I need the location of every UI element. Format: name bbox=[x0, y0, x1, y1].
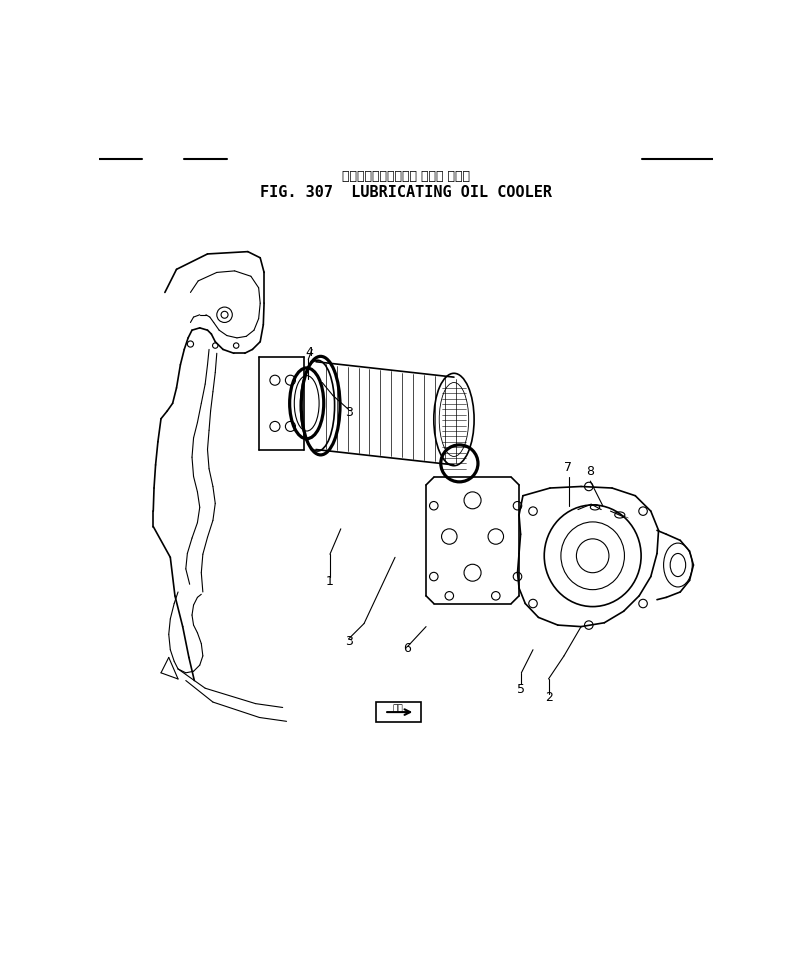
Text: 6: 6 bbox=[403, 642, 411, 656]
Text: 8: 8 bbox=[586, 465, 594, 478]
Text: 5: 5 bbox=[517, 683, 526, 695]
Text: ルーブリケーティング オイル クーラ: ルーブリケーティング オイル クーラ bbox=[342, 170, 470, 183]
FancyBboxPatch shape bbox=[375, 702, 421, 722]
Text: 2: 2 bbox=[545, 691, 553, 703]
Text: FIG. 307  LUBRICATING OIL COOLER: FIG. 307 LUBRICATING OIL COOLER bbox=[260, 185, 552, 200]
Text: 1: 1 bbox=[326, 575, 334, 588]
Text: 3: 3 bbox=[345, 635, 353, 648]
Text: 7: 7 bbox=[564, 461, 572, 474]
Text: 3: 3 bbox=[345, 405, 353, 419]
Text: 前方: 前方 bbox=[393, 704, 404, 713]
Text: 4: 4 bbox=[305, 346, 313, 358]
